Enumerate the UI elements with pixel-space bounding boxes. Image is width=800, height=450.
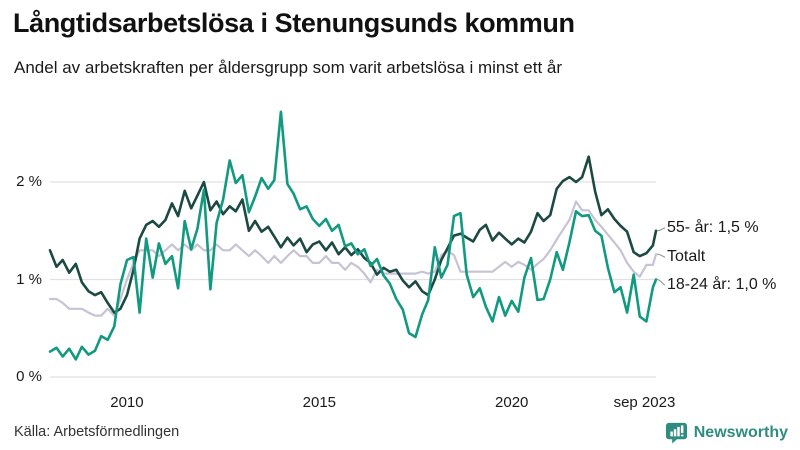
x-axis-tick-label: 2015 bbox=[302, 394, 337, 411]
annotation-leader-line bbox=[656, 253, 666, 258]
series-label-Totalt: Totalt bbox=[667, 248, 706, 265]
series-label-55-r: 55- år: 1,5 % bbox=[667, 219, 759, 236]
x-axis-tick-label: sep 2023 bbox=[613, 394, 676, 411]
series-line-Totalt bbox=[48, 200, 658, 317]
series-line-55-r bbox=[48, 155, 658, 314]
chart-title: Långtidsarbetslösa i Stenungsunds kommun bbox=[13, 8, 575, 38]
source-note: Källa: Arbetsförmedlingen bbox=[14, 424, 180, 440]
chart-subtitle: Andel av arbetskraften per åldersgrupp s… bbox=[14, 58, 563, 77]
y-axis-tick-label: 1 % bbox=[16, 270, 42, 288]
x-axis-tick-label: 2020 bbox=[495, 394, 529, 411]
series-line-18-24-r bbox=[48, 110, 658, 361]
newsworthy-icon bbox=[665, 422, 687, 444]
brand-name: Newsworthy bbox=[693, 423, 788, 441]
x-axis-tick-label: 2010 bbox=[110, 394, 144, 411]
annotation-leader-line bbox=[656, 227, 666, 232]
y-axis-tick-label: 2 % bbox=[16, 173, 42, 190]
newsworthy-logo: Newsworthy bbox=[665, 421, 788, 444]
y-axis-tick-label: 0 % bbox=[16, 368, 42, 385]
series-label-18-24-r: 18-24 år: 1,0 % bbox=[667, 276, 777, 293]
annotation-leader-line bbox=[656, 279, 666, 286]
